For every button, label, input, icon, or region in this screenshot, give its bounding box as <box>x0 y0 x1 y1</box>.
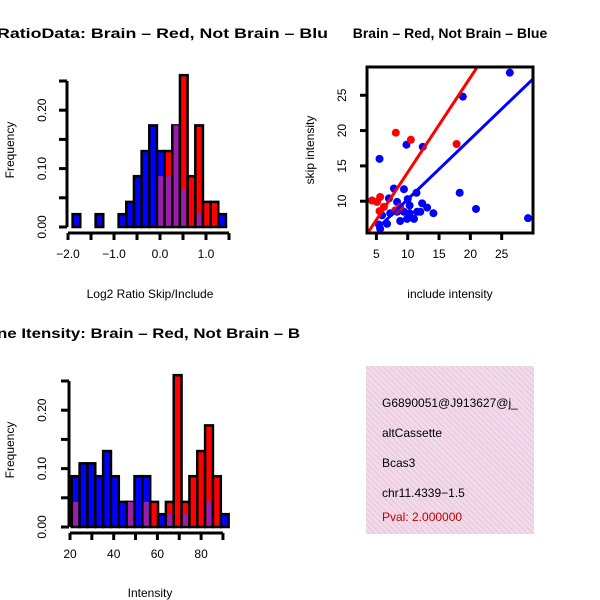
scatter-y-tick-label: 15 <box>335 159 349 173</box>
scatter-y-tick-label: 20 <box>335 124 349 138</box>
scatter-point-blue <box>418 199 427 208</box>
hist1-x-tick-label: −2.0 <box>56 247 80 261</box>
hist2-title: ne Itensity: Brain – Red, Not Brain – B <box>0 325 300 341</box>
fit-line-red <box>367 67 479 233</box>
hist1-bar <box>194 124 205 229</box>
hist2-y-tick-label: 0.20 <box>35 398 49 422</box>
info-id: G6890051@J913627@j_ <box>382 396 518 410</box>
hist2-bar <box>219 512 230 529</box>
hist1-overlap-bar <box>181 189 187 226</box>
scatter-point-blue <box>396 216 405 225</box>
hist1-title: RatioData: Brain – Red, Not Brain – Blu <box>0 25 328 41</box>
scatter-point-red <box>373 197 382 206</box>
scatter-x-tick-label: 10 <box>401 247 415 261</box>
scatter-x-tick-label: 5 <box>373 247 380 261</box>
scatter-plot-area <box>367 67 533 233</box>
hist1-x-tick-label: −1.0 <box>102 247 126 261</box>
scatter-title: Brain – Red, Not Brain – Blue <box>353 25 548 41</box>
scatter-point-blue <box>523 214 532 223</box>
scatter-y-tick-label: 25 <box>335 88 349 102</box>
hist1-bar <box>178 73 189 229</box>
hist2-overlap-bar <box>73 501 79 526</box>
hist1-xlabel: Log2 Ratio Skip/Include <box>87 287 214 301</box>
scatter-point-blue <box>471 204 480 213</box>
scatter-point-blue <box>375 154 384 163</box>
hist2-y-tick-label: 0.00 <box>35 515 49 539</box>
scatter-point-blue <box>429 209 438 218</box>
info-location: chr11.4339−1.5 <box>382 486 465 500</box>
scatter-point-blue <box>409 214 418 223</box>
hist1-overlap-bar <box>165 176 171 226</box>
hist1-bar <box>217 212 228 229</box>
hist2-overlap-bar <box>127 501 134 526</box>
hist2-x-tick-label: 20 <box>63 547 77 561</box>
info-pval: Pval: 2.000000 <box>382 510 463 524</box>
hist2-y-tick-label: 0.10 <box>35 457 49 481</box>
info-gene: Bcas3 <box>382 456 416 470</box>
hist1-bar <box>94 212 105 229</box>
scatter-point-blue <box>403 214 412 223</box>
info-event-type: altCassette <box>382 426 443 440</box>
hist1-overlap-bar <box>196 214 202 226</box>
hist1-x-tick-label: 1.0 <box>198 247 215 261</box>
scatter-x-tick-label: 20 <box>464 247 478 261</box>
scatter-point-red <box>391 128 400 137</box>
hist2-overlap-bar <box>206 501 212 526</box>
hist2-overlap-bar <box>182 514 189 526</box>
scatter-point-blue <box>455 188 464 197</box>
hist2-overlap-bar <box>167 514 173 526</box>
hist2-overlap-bar <box>143 501 149 526</box>
hist1-y-tick-label: 0.10 <box>35 157 49 181</box>
scatter-ylabel: skip intensity <box>303 116 317 185</box>
scatter-point-red <box>452 139 461 148</box>
hist2-bar <box>172 373 183 529</box>
scatter-point-red <box>406 135 415 144</box>
hist2-ylabel: Frequency <box>3 422 17 479</box>
hist1-x-tick-label: 0.0 <box>152 247 169 261</box>
hist1-overlap-bar <box>173 125 179 226</box>
hist1-y-tick-label: 0.00 <box>35 215 49 239</box>
scatter-point-blue <box>505 68 514 77</box>
scatter-point-blue <box>416 207 425 216</box>
scatter-y-tick-label: 10 <box>335 194 349 208</box>
hist2-x-tick-label: 60 <box>151 547 165 561</box>
hist1-y-tick-label: 0.20 <box>35 98 49 122</box>
info-box: G6890051@J913627@j_ altCassette Bcas3 ch… <box>366 366 534 534</box>
scatter-xlabel: include intensity <box>407 287 492 301</box>
scatter-x-tick-label: 15 <box>432 247 446 261</box>
scatter-point-blue <box>458 92 467 101</box>
scatter-point-blue <box>399 185 408 194</box>
scatter-frame <box>365 65 535 235</box>
hist2-x-tick-label: 80 <box>194 547 208 561</box>
hist2-x-tick-label: 40 <box>107 547 121 561</box>
hist1-overlap-bar <box>158 176 164 226</box>
hist1-ylabel: Frequency <box>3 122 17 179</box>
hist2-bar <box>211 474 223 529</box>
fit-line-blue <box>375 77 533 230</box>
scatter-point-blue <box>405 201 414 210</box>
hist2-xlabel: Intensity <box>128 586 173 600</box>
hist1-bar <box>71 212 82 229</box>
scatter-x-tick-label: 25 <box>495 247 509 261</box>
